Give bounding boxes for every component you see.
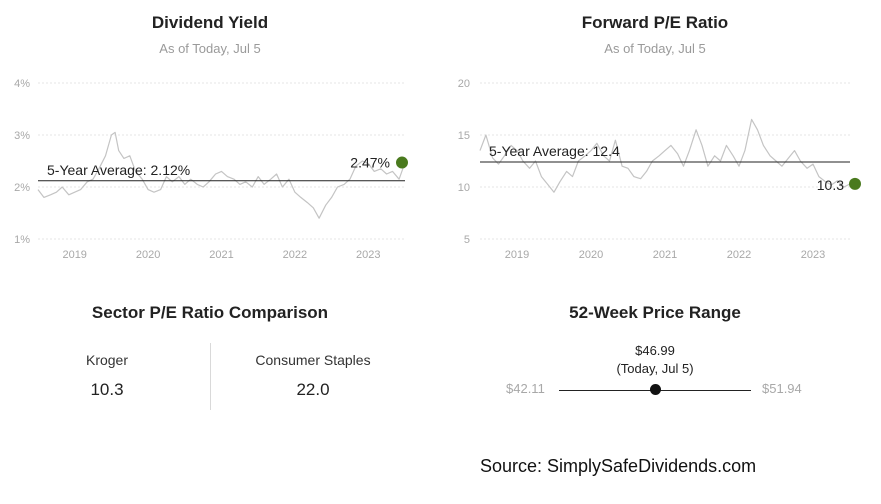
sector-left-name: Kroger bbox=[85, 352, 129, 368]
dividend-yield-title: Dividend Yield bbox=[151, 13, 269, 32]
yield-average-label: 5-Year Average: 2.12% bbox=[47, 162, 190, 178]
charts-canvas: 1% 2% 3% 4% 2019 2020 2021 2022 2023 5-Year Avera… bbox=[14, 78, 861, 261]
range-current-price: $46.99 bbox=[635, 343, 675, 358]
pe-y-tick-label: 20 bbox=[458, 78, 470, 90]
yield-x-tick-label: 2021 bbox=[209, 249, 233, 261]
yield-x-tick-label: 2019 bbox=[62, 249, 86, 261]
yield-x-tick-label: 2020 bbox=[136, 249, 160, 261]
sector-divider bbox=[210, 343, 211, 410]
yield-series-line bbox=[37, 131, 406, 219]
pe-x-tick-label: 2021 bbox=[653, 249, 677, 261]
range-high-value: $51.94 bbox=[762, 381, 802, 396]
pe-current-marker bbox=[849, 177, 861, 190]
yield-y-tick-label: 2% bbox=[14, 182, 30, 194]
pe-y-tick-label: 10 bbox=[458, 182, 470, 194]
range-low-value: $42.11 bbox=[506, 381, 545, 396]
yield-x-tick-label: 2022 bbox=[283, 249, 307, 261]
range-current-marker bbox=[650, 384, 662, 395]
pe-y-tick-label: 5 bbox=[464, 234, 470, 246]
pe-x-tick-label: 2020 bbox=[579, 249, 603, 261]
source-credit: Source: SimplySafeDividends.com bbox=[480, 456, 757, 476]
yield-x-tick-label: 2023 bbox=[356, 249, 380, 261]
dividend-yield-subtitle: As of Today, Jul 5 bbox=[159, 41, 261, 56]
sector-left-value: 10.3 bbox=[90, 380, 124, 399]
yield-y-tick-label: 4% bbox=[14, 78, 30, 90]
pe-average-label: 5-Year Average: 12.4 bbox=[489, 143, 620, 159]
pe-series-line bbox=[479, 118, 851, 193]
sector-pe-title: Sector P/E Ratio Comparison bbox=[91, 303, 329, 322]
yield-y-tick-label: 3% bbox=[14, 130, 30, 142]
sector-right-name: Consumer Staples bbox=[255, 352, 371, 368]
yield-current-label: 2.47% bbox=[350, 155, 390, 171]
sector-right-value: 22.0 bbox=[296, 380, 330, 399]
range-current-note: (Today, Jul 5) bbox=[616, 361, 694, 376]
forward-pe-title: Forward P/E Ratio bbox=[581, 13, 729, 32]
pe-current-label: 10.3 bbox=[817, 177, 844, 193]
pe-x-tick-label: 2019 bbox=[505, 249, 529, 261]
yield-current-marker bbox=[396, 156, 408, 169]
forward-pe-subtitle: As of Today, Jul 5 bbox=[604, 41, 706, 56]
pe-x-tick-label: 2022 bbox=[727, 249, 751, 261]
pe-x-tick-label: 2023 bbox=[801, 249, 825, 261]
pe-y-tick-label: 15 bbox=[458, 130, 470, 142]
price-range-title: 52-Week Price Range bbox=[569, 303, 741, 322]
yield-y-tick-label: 1% bbox=[14, 234, 30, 246]
